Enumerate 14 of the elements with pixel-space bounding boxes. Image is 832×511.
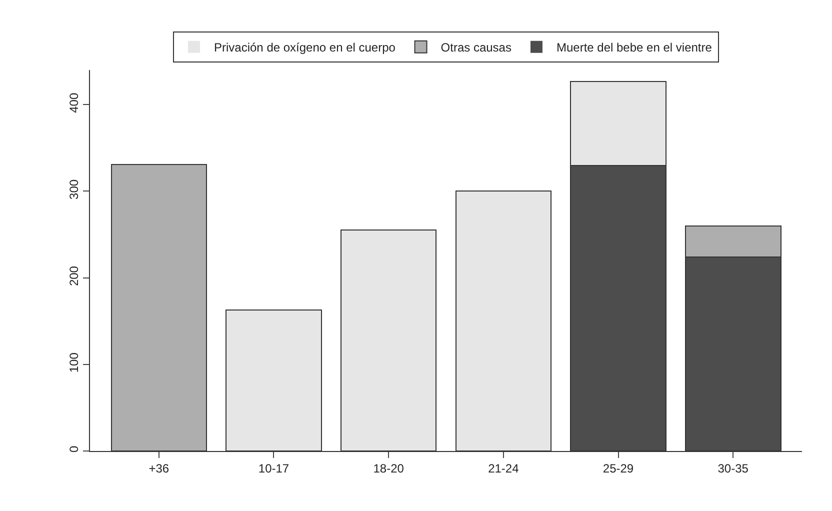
x-tick-label: +36 bbox=[148, 461, 170, 476]
x-tick-label: 10-17 bbox=[258, 461, 290, 476]
y-tick-label: 400 bbox=[67, 92, 82, 113]
legend-label: Privación de oxígeno en el cuerpo bbox=[214, 40, 396, 55]
x-tick-label: 18-20 bbox=[373, 461, 404, 476]
x-tick-label: 25-29 bbox=[602, 461, 634, 476]
y-tick-label: 200 bbox=[67, 266, 82, 286]
legend-label: Muerte del bebe en el vientre bbox=[556, 40, 712, 55]
y-tick-label: 300 bbox=[67, 179, 82, 200]
x-tick-label: 30-35 bbox=[718, 461, 749, 476]
legend-label: Otras causas bbox=[440, 40, 512, 55]
y-tick-label: 0 bbox=[67, 446, 82, 453]
y-tick-label: 100 bbox=[67, 352, 82, 373]
x-tick-label: 21-24 bbox=[488, 461, 520, 476]
